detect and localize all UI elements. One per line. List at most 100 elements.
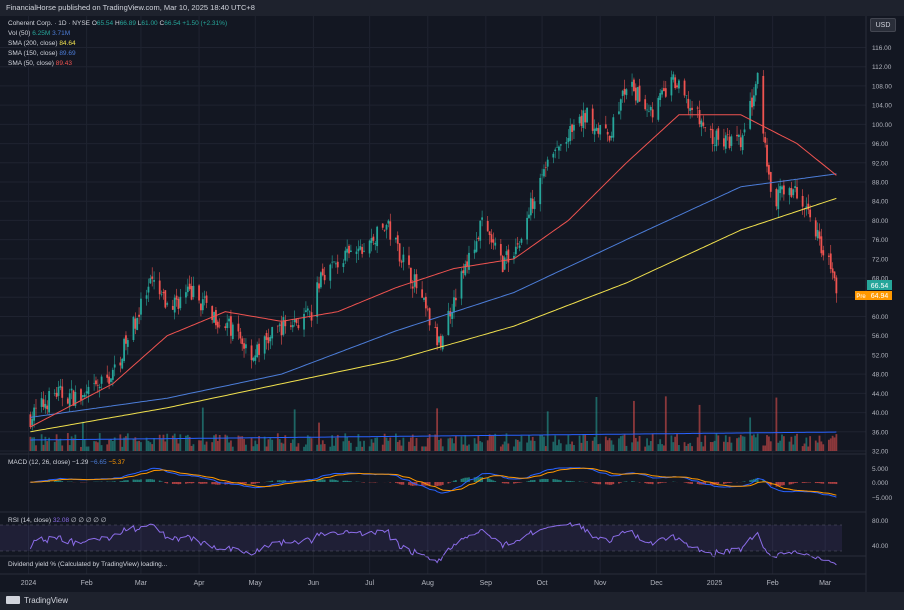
volume-bar xyxy=(153,438,155,451)
volume-bar xyxy=(368,446,371,451)
volume-bar xyxy=(134,437,137,451)
candle-body xyxy=(126,340,129,347)
candle-body xyxy=(370,238,373,243)
candle-body xyxy=(657,97,660,120)
candle-body xyxy=(376,226,379,247)
volume-bar xyxy=(436,408,439,451)
candle-body xyxy=(188,283,191,290)
volume-bar xyxy=(777,442,780,451)
volume-bar xyxy=(753,434,755,451)
candle-body xyxy=(211,306,214,321)
y-tick-label: 104.00 xyxy=(872,103,892,110)
volume-bar xyxy=(736,438,738,451)
sma50-row[interactable]: SMA (50, close) 89.43 xyxy=(8,59,227,69)
candle-body xyxy=(558,146,560,151)
macd-legend[interactable]: MACD (12, 26, close) −1.29 −6.65 −5.37 xyxy=(8,459,125,466)
candle-body xyxy=(756,72,759,84)
volume-bar xyxy=(70,436,73,451)
volume-bar xyxy=(333,445,335,451)
candle-body xyxy=(320,272,322,288)
macd-hist-bar xyxy=(151,479,154,482)
volume-bar xyxy=(516,440,519,451)
candle-body xyxy=(751,97,753,108)
candle-body xyxy=(619,99,622,111)
volume-bar xyxy=(689,442,692,451)
candle-body xyxy=(724,135,727,149)
macd-hist-bar xyxy=(691,482,693,484)
volume-bar xyxy=(638,436,641,451)
candle-body xyxy=(179,296,182,309)
volume-bar xyxy=(136,441,139,451)
macd-hist-bar xyxy=(464,477,467,482)
macd-hist-bar xyxy=(814,482,817,484)
volume-bar xyxy=(829,438,832,451)
currency-button[interactable]: USD xyxy=(870,18,896,32)
volume-bar xyxy=(243,439,245,451)
volume-bar xyxy=(743,436,746,451)
volume-bar xyxy=(95,441,97,451)
dividend-legend[interactable]: Dividend yield % (Calculated by TradingV… xyxy=(8,561,167,568)
candle-body xyxy=(305,310,307,312)
macd-hist-bar xyxy=(308,480,311,482)
volume-row[interactable]: Vol (50) 6.25M 3.71M xyxy=(8,29,227,39)
volume-bar xyxy=(528,435,530,451)
volume-bar xyxy=(544,446,547,451)
tradingview-logo-icon xyxy=(6,595,20,604)
volume-bar xyxy=(138,440,140,451)
candle-body xyxy=(59,385,62,388)
pre-price-text: 64.94 xyxy=(871,293,889,300)
macd-hist-bar xyxy=(663,482,665,483)
sma150-row[interactable]: SMA (150, close) 89.69 xyxy=(8,49,227,59)
volume-bar xyxy=(818,435,821,451)
macd-hist-bar xyxy=(213,482,215,485)
symbol-name[interactable]: Coherent Corp. · 1D · NYSE xyxy=(8,20,91,27)
candle-body xyxy=(633,79,635,91)
candle-body xyxy=(526,217,528,240)
candle-body xyxy=(582,110,585,128)
candle-body xyxy=(723,138,725,147)
candle-body xyxy=(224,326,227,329)
volume-bar xyxy=(297,443,300,451)
dividend-label: Dividend yield % (Calculated by TradingV… xyxy=(8,561,168,568)
volume-bar xyxy=(475,443,478,451)
macd-hist-bar xyxy=(57,480,60,482)
macd-hist-bar xyxy=(173,482,176,484)
macd-hist-bar xyxy=(179,482,182,485)
volume-bar xyxy=(415,438,418,451)
volume-bar xyxy=(119,434,122,451)
y-tick-label: 56.00 xyxy=(872,333,889,340)
macd-hist-bar xyxy=(449,482,452,483)
volume-bar xyxy=(531,436,534,451)
candle-body xyxy=(216,321,219,328)
candle-body xyxy=(674,77,677,89)
volume-bar xyxy=(711,442,714,451)
macd-hist-bar xyxy=(503,482,506,484)
volume-bar xyxy=(822,444,825,451)
volume-bar xyxy=(400,445,403,451)
volume-bar xyxy=(764,445,767,451)
candle-body xyxy=(368,240,371,254)
candle-body xyxy=(604,124,607,129)
rsi-legend[interactable]: RSI (14, close) 32.08 ∅ ∅ ∅ ∅ ∅ xyxy=(8,516,106,524)
candle-body xyxy=(543,169,545,177)
volume-bar xyxy=(346,437,349,451)
macd-hist-bar xyxy=(827,482,830,484)
volume-bar xyxy=(68,445,71,451)
macd-axis: 5.000 0.000 −5.000 xyxy=(872,466,892,502)
volume-bar xyxy=(389,437,392,451)
volume-bar xyxy=(717,435,720,451)
macd-hist-bar xyxy=(441,482,444,485)
sma200-row[interactable]: SMA (200, close) 84.64 xyxy=(8,39,227,49)
candle-body xyxy=(372,236,375,241)
candle-body xyxy=(623,88,626,95)
candle-body xyxy=(192,285,195,298)
candle-body xyxy=(72,390,75,406)
sma150-line xyxy=(30,173,837,418)
macd-hist-bar xyxy=(394,482,397,483)
candle-body xyxy=(792,189,795,196)
y-tick-label: 108.00 xyxy=(872,83,892,90)
macd-hist-bar xyxy=(724,482,727,484)
volume-bar xyxy=(35,445,37,451)
macd-hist-bar xyxy=(438,482,440,486)
